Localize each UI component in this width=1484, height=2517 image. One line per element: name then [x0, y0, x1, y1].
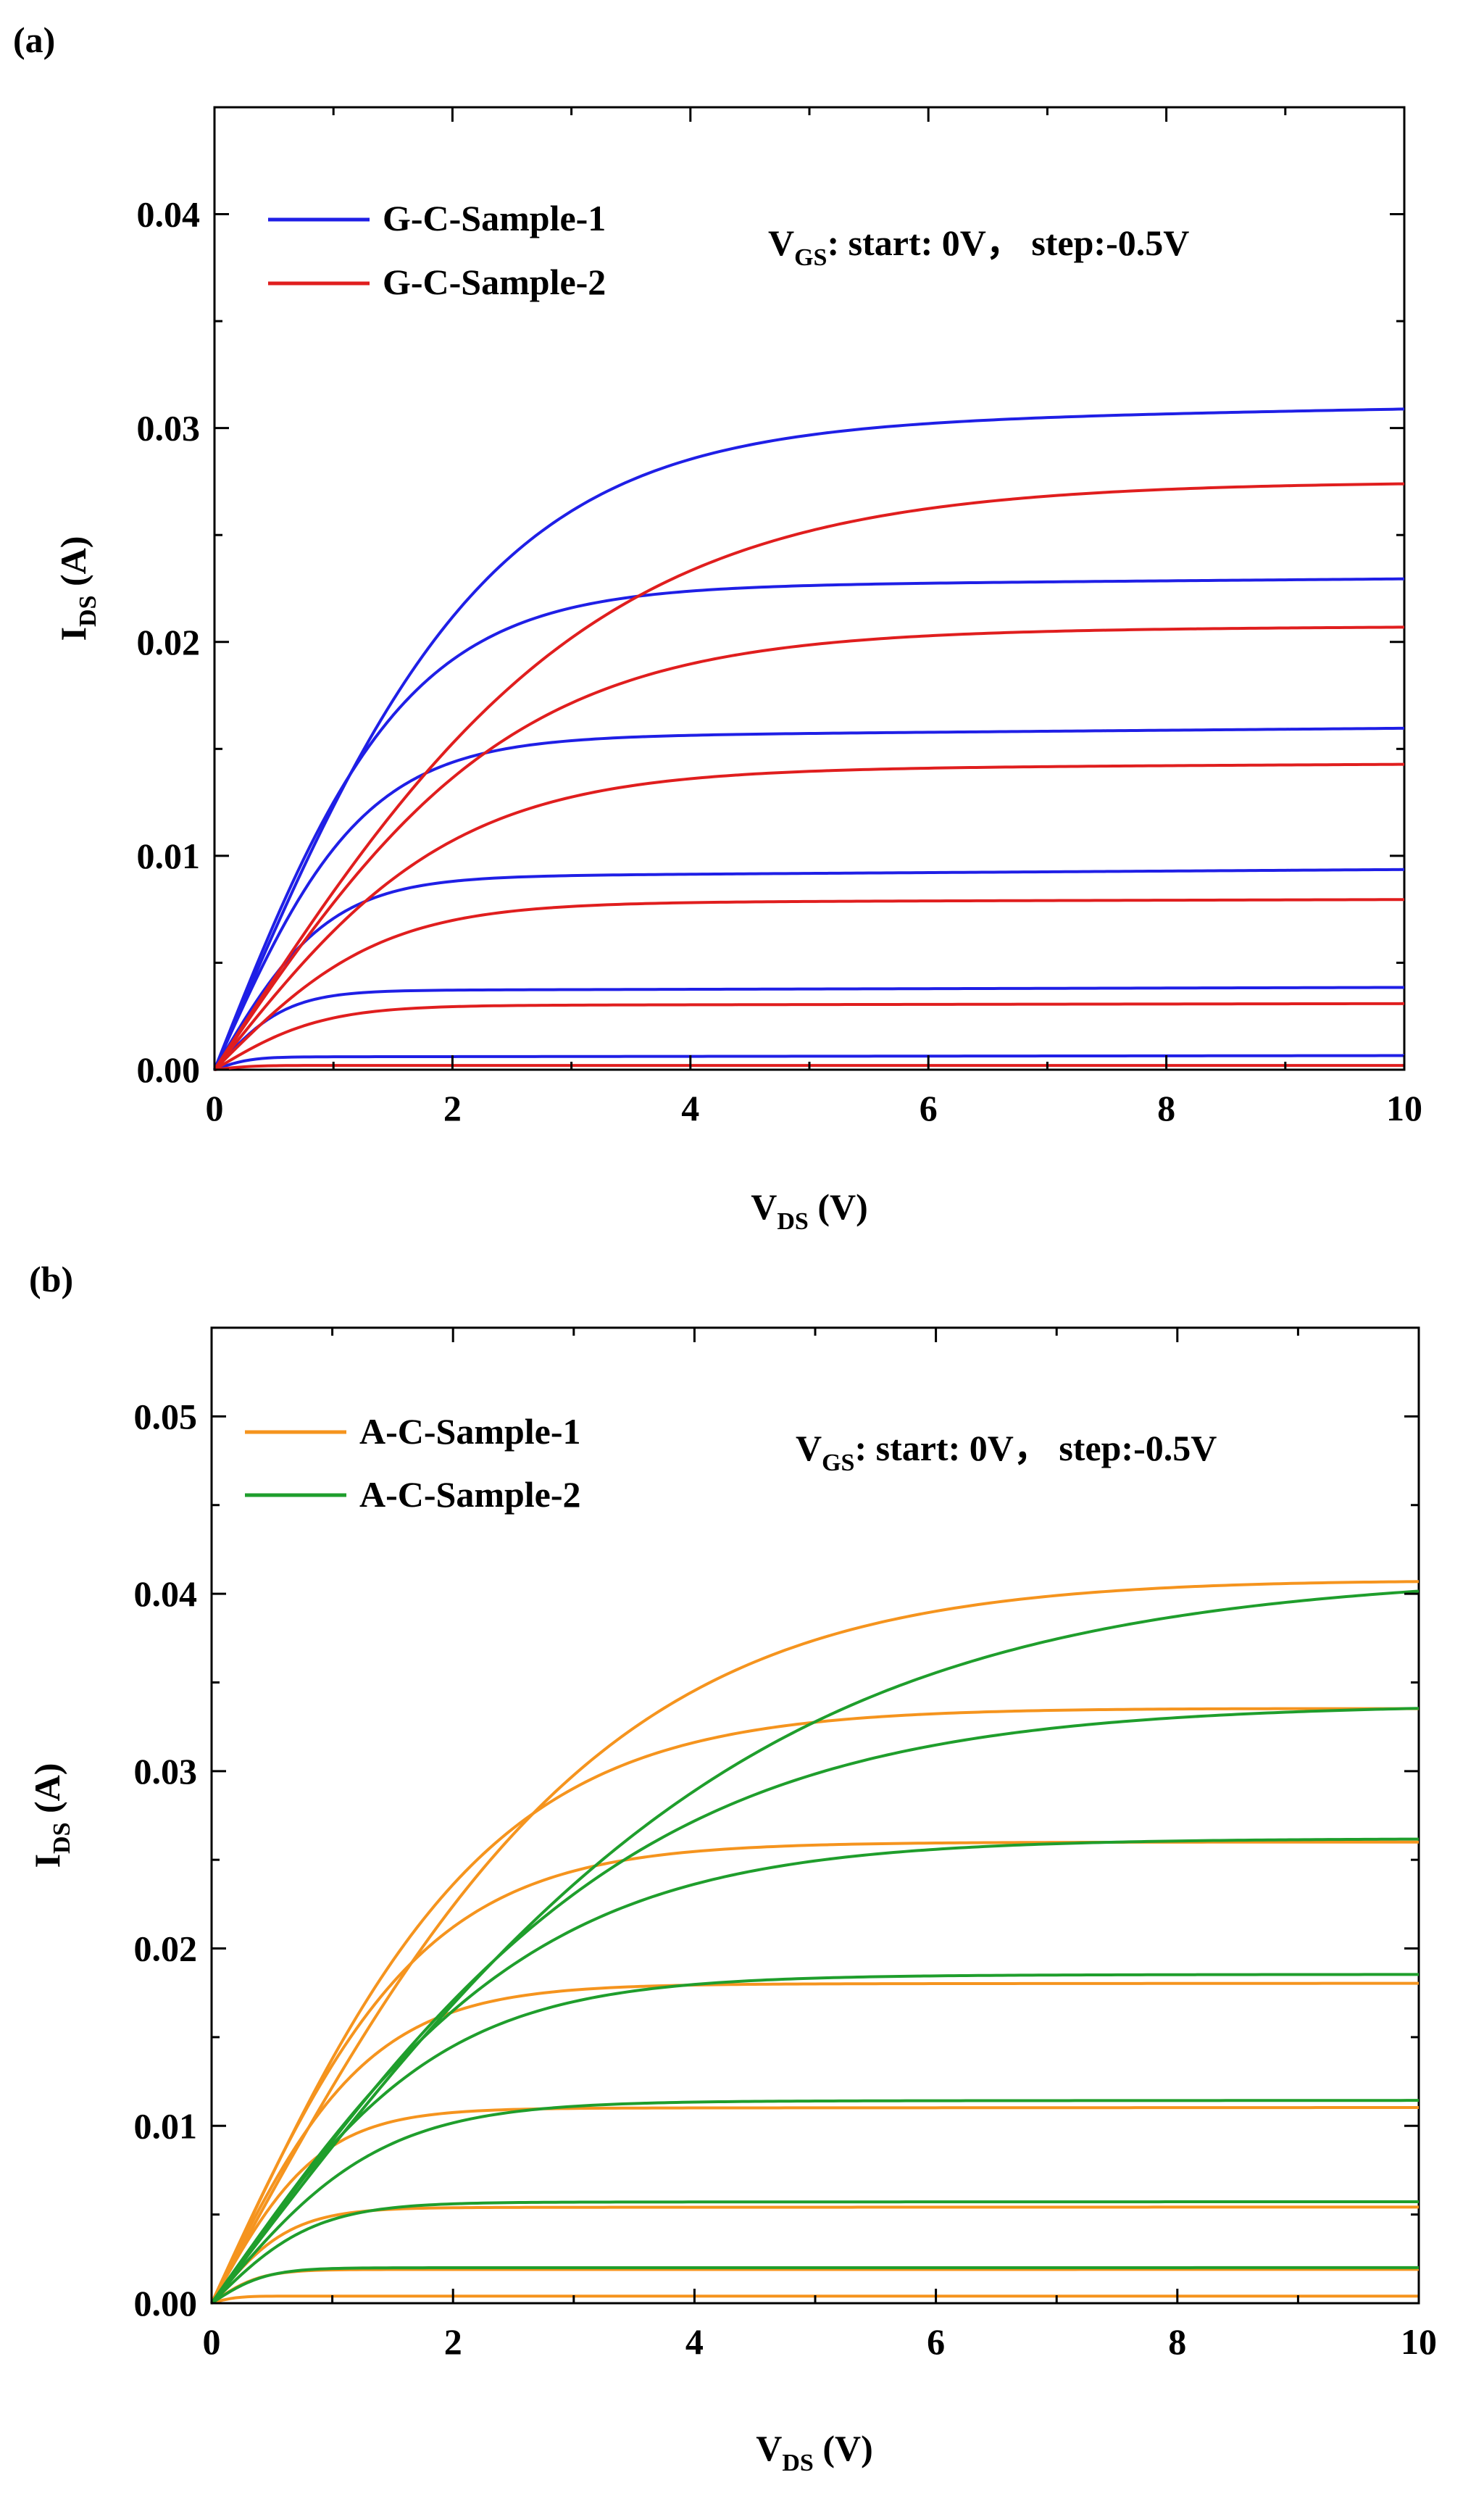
- curve-g-c-sample-1-vgs-0: [213, 407, 1405, 1070]
- x-tick-label: 8: [1168, 2321, 1186, 2362]
- panel-b-vgs-annotation: VGS: start: 0V， step:-0.5V: [796, 1428, 1217, 1476]
- panel-b-legend-label-1: A-C-Sample-1: [359, 1411, 581, 1452]
- x-tick-label: 0: [203, 2321, 221, 2362]
- curve-g-c-sample-2-vgs--1p5: [213, 898, 1405, 1071]
- x-tick-label: 4: [681, 1088, 699, 1128]
- panel-b-ticks: [210, 1328, 1420, 2305]
- curve-a-c-sample-2-vgs--2p0: [210, 2099, 1420, 2305]
- curve-a-c-sample-2-vgs-0: [210, 1589, 1420, 2305]
- panel-b-legend-label-2: A-C-Sample-2: [359, 1474, 581, 1515]
- panel-b-y-tick-labels: 0.00 0.01 0.02 0.03 0.04 0.05: [134, 1396, 198, 2323]
- curve-a-c-sample-2-vgs--2p5: [210, 2200, 1419, 2305]
- panel-b-legend: A-C-Sample-1 A-C-Sample-2: [245, 1411, 581, 1515]
- curve-a-c-sample-1-vgs--1p5: [210, 1981, 1419, 2304]
- panel-a-ticks: [213, 107, 1406, 1071]
- curve-g-c-sample-2-vgs--2p0: [213, 1002, 1405, 1071]
- curve-a-c-sample-1-vgs--3p0: [210, 2268, 1419, 2305]
- panel-b-x-tick-labels: 0 2 4 6 8 10: [203, 2321, 1438, 2362]
- y-tick-label: 0.00: [134, 2283, 198, 2323]
- panel-b-x-axis-label: VDS (V): [756, 2428, 873, 2476]
- curve-a-c-sample-2-vgs--1p5: [210, 1973, 1420, 2305]
- y-tick-label: 0.03: [134, 1751, 198, 1792]
- curve-g-c-sample-1-vgs--0p5: [213, 577, 1405, 1070]
- panel-b-label: (b): [29, 1259, 73, 1299]
- curve-g-c-sample-2-vgs--1p0: [213, 762, 1405, 1071]
- curve-a-c-sample-1-vgs--1p0: [210, 1840, 1419, 2304]
- curve-a-c-sample-1-vgs--2p5: [210, 2205, 1419, 2305]
- panel-a-chart: (a) 0 2 4 6 8 10 0.00 0.01 0.02 0.03 0.04 VDS (V)…: [13, 20, 1422, 1235]
- panel-a-y-tick-labels: 0.00 0.01 0.02 0.03 0.04: [137, 194, 201, 1090]
- x-tick-label: 10: [1386, 1088, 1422, 1128]
- panel-a-legend-label-2: G-C-Sample-2: [383, 262, 606, 302]
- curve-g-c-sample-1-vgs--2p0: [213, 986, 1405, 1071]
- y-tick-label: 0.01: [134, 2105, 198, 2146]
- x-tick-label: 0: [206, 1088, 224, 1128]
- panel-a-vgs-annotation: VGS: start: 0V， step:-0.5V: [768, 222, 1189, 271]
- y-tick-label: 0.02: [134, 1929, 198, 1969]
- panel-b-curves: [210, 1580, 1420, 2305]
- y-tick-label: 0.04: [134, 1573, 198, 1614]
- curve-a-c-sample-1-vgs--0p5: [210, 1707, 1420, 2304]
- panel-a-x-tick-labels: 0 2 4 6 8 10: [206, 1088, 1423, 1128]
- curve-g-c-sample-2-vgs--0p5: [213, 625, 1405, 1071]
- x-tick-label: 6: [927, 2321, 945, 2362]
- x-tick-label: 2: [443, 1088, 462, 1128]
- x-tick-label: 10: [1401, 2321, 1437, 2362]
- panel-b-y-axis-label: IDS (A): [27, 1763, 75, 1868]
- y-tick-label: 0.00: [137, 1049, 201, 1090]
- panel-a-legend-label-1: G-C-Sample-1: [383, 198, 606, 238]
- panel-a-x-axis-label: VDS (V): [751, 1186, 868, 1235]
- curve-a-c-sample-2-vgs--0p5: [210, 1707, 1420, 2305]
- curve-a-c-sample-1-vgs--2p0: [210, 2105, 1420, 2304]
- curve-a-c-sample-2-vgs--1p0: [210, 1837, 1420, 2305]
- x-tick-label: 4: [685, 2321, 704, 2362]
- curve-g-c-sample-1-vgs--2p5: [214, 1054, 1405, 1071]
- x-tick-label: 8: [1157, 1088, 1175, 1128]
- panel-a-y-axis-label: IDS (A): [53, 536, 101, 641]
- x-tick-label: 6: [920, 1088, 938, 1128]
- curve-a-c-sample-1-vgs-0: [210, 1580, 1420, 2304]
- y-tick-label: 0.03: [137, 408, 201, 449]
- curve-g-c-sample-1-vgs--1p0: [213, 726, 1405, 1070]
- panel-a-curves: [213, 407, 1405, 1071]
- y-tick-label: 0.01: [137, 836, 201, 876]
- curve-g-c-sample-1-vgs--1p5: [213, 868, 1405, 1071]
- y-tick-label: 0.05: [134, 1396, 198, 1436]
- panel-a-legend: G-C-Sample-1 G-C-Sample-2: [268, 198, 606, 302]
- panel-b-chart: (b) 0 2 4 6 8 10 0.00 0.01 0.02 0.03 0.04 0.05 VDS…: [27, 1259, 1437, 2476]
- panel-a-label: (a): [13, 20, 55, 60]
- y-tick-label: 0.04: [137, 194, 201, 235]
- x-tick-label: 2: [444, 2321, 462, 2362]
- curve-a-c-sample-2-vgs--3p0: [210, 2266, 1419, 2305]
- curve-g-c-sample-2-vgs-0: [213, 482, 1405, 1071]
- y-tick-label: 0.02: [137, 622, 201, 662]
